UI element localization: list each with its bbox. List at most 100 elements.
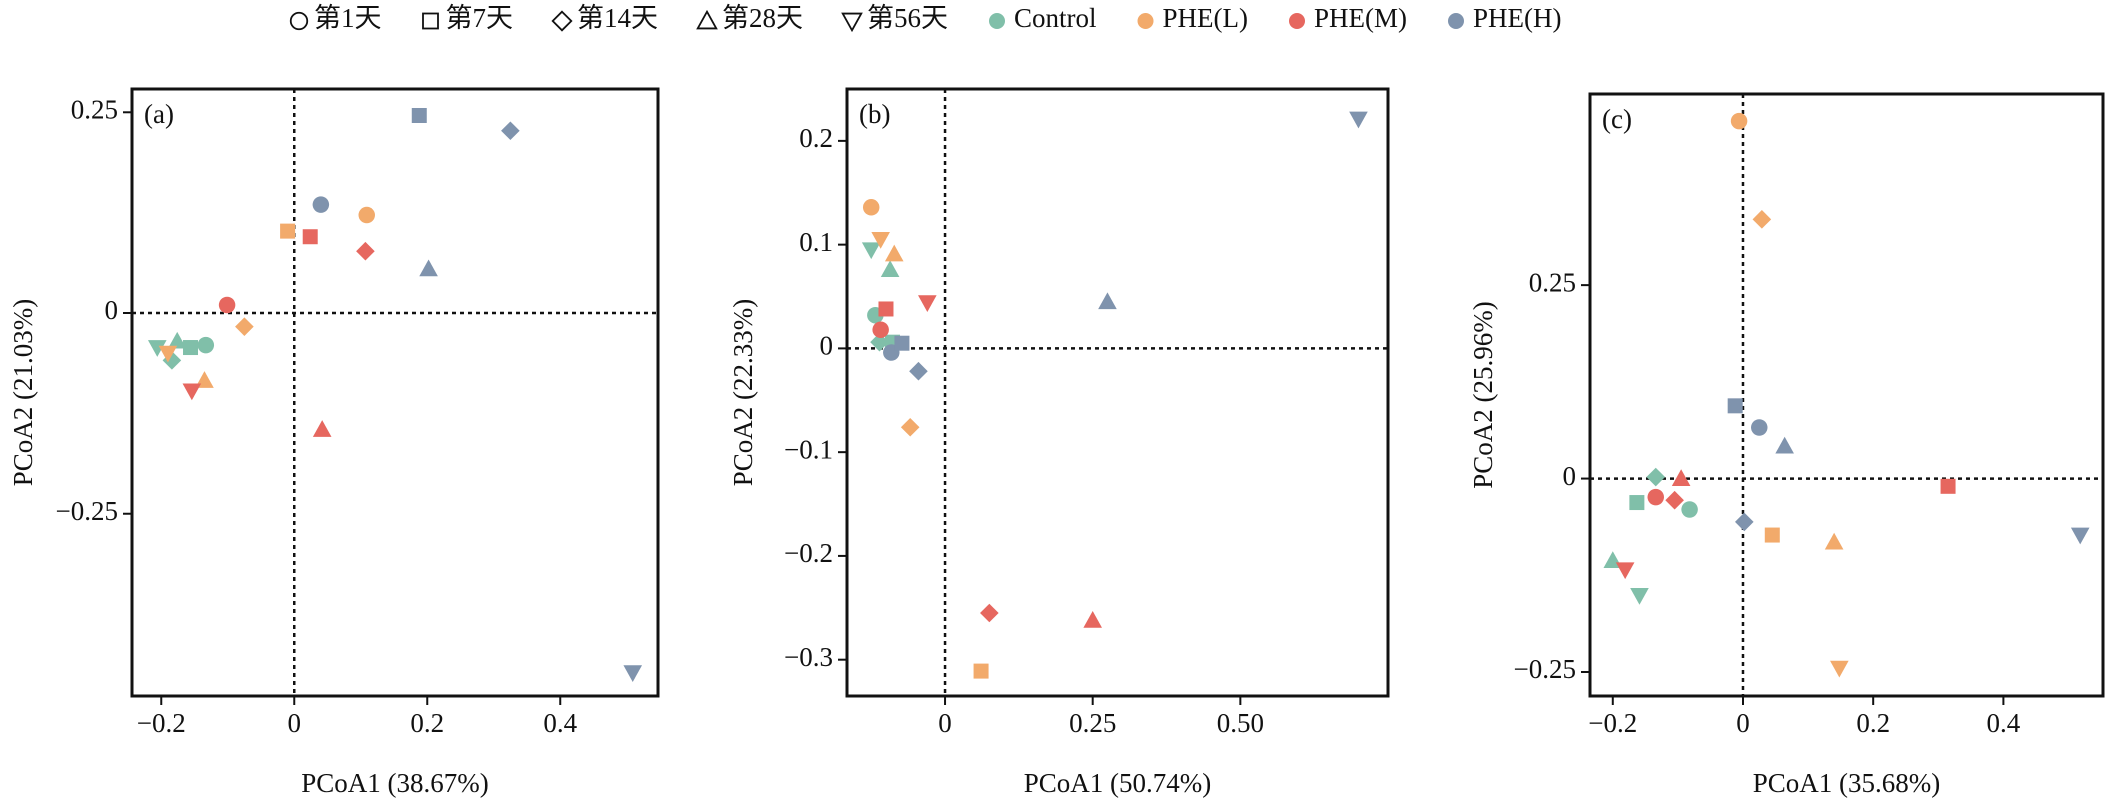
point	[1615, 562, 1635, 580]
legend-label: 第7天	[446, 3, 514, 33]
point	[1727, 398, 1743, 414]
point	[1730, 112, 1748, 130]
legend-swatch	[1289, 13, 1305, 29]
point	[862, 199, 880, 216]
x-tick-label: 0.2	[1856, 708, 1890, 738]
y-axis-label: PCoA2 (22.33%)	[728, 299, 758, 487]
point	[162, 351, 182, 370]
point	[1824, 532, 1844, 550]
point	[1671, 469, 1691, 487]
point	[197, 336, 215, 354]
point	[1665, 490, 1684, 510]
y-tick-label: 0	[1563, 461, 1577, 491]
legend-label: PHE(L)	[1163, 3, 1248, 33]
legend-marker	[696, 9, 718, 30]
y-tick-label: −0.25	[1514, 654, 1576, 684]
point	[312, 196, 330, 213]
point	[894, 335, 910, 351]
legend-label: Control	[1014, 3, 1097, 33]
panel-label: (c)	[1602, 104, 1632, 134]
x-axis-label: PCoA1 (35.68%)	[1753, 768, 1941, 798]
y-tick-label: −0.3	[784, 642, 833, 672]
point	[909, 361, 928, 381]
point	[871, 232, 890, 249]
point	[1775, 436, 1794, 454]
y-tick-label: 0	[105, 295, 119, 325]
y-tick-label: −0.1	[784, 434, 833, 464]
point	[312, 420, 332, 437]
plot-frame	[130, 87, 660, 698]
y-tick-label: −0.25	[56, 496, 118, 526]
y-axis-label: PCoA2 (21.03%)	[8, 299, 38, 487]
x-axis-label: PCoA1 (50.74%)	[1024, 768, 1212, 798]
point	[1830, 660, 1849, 678]
point	[1646, 467, 1666, 487]
point	[280, 223, 296, 239]
x-tick-label: 0	[288, 708, 302, 738]
y-tick-label: 0.25	[1529, 267, 1576, 297]
legend-swatch	[1448, 13, 1464, 29]
legend-label: 第56天	[867, 3, 948, 33]
panel: −0.2 0 0.2 0.4 0.25 0 −0.25	[1514, 94, 2103, 738]
plot-frame	[1588, 92, 2105, 698]
panel: 0 0.25 0.50 0.2 0.1 0 −0.1 −0.2 −0.3	[784, 89, 1388, 738]
x-tick-label: 0.2	[410, 708, 444, 738]
y-tick-label: 0.2	[799, 123, 833, 153]
panel: −0.2 0 0.2 0.4 0.25 0 −0.25	[56, 89, 658, 738]
point	[1764, 527, 1780, 543]
legend-swatch	[1137, 13, 1154, 29]
x-axis-label: PCoA1 (38.67%)	[301, 768, 489, 798]
legend-label: PHE(H)	[1473, 3, 1562, 33]
point	[167, 331, 187, 349]
legend-marker	[551, 10, 573, 32]
point	[356, 241, 375, 261]
y-tick-label: −0.2	[784, 538, 833, 568]
legend-label: 第14天	[577, 3, 658, 33]
point	[1629, 495, 1645, 511]
point	[884, 244, 904, 262]
point	[918, 295, 937, 313]
legend-marker	[841, 12, 863, 33]
y-tick-label: 0.1	[799, 227, 833, 257]
point	[623, 665, 643, 683]
point	[2070, 527, 2090, 545]
point	[1647, 488, 1665, 506]
x-tick-label: −0.2	[137, 708, 186, 738]
y-tick-label: 0	[820, 331, 834, 361]
point	[411, 107, 427, 123]
point	[182, 383, 202, 401]
point	[973, 663, 989, 679]
point	[501, 121, 520, 141]
plot-frame	[845, 87, 1390, 698]
point	[1098, 292, 1117, 310]
legend-swatch	[989, 13, 1005, 29]
point	[1940, 478, 1956, 494]
panel-label: (a)	[144, 99, 174, 129]
x-tick-label: 0.4	[543, 708, 577, 738]
x-tick-label: 0.25	[1069, 708, 1116, 738]
point	[1681, 501, 1698, 518]
point	[158, 345, 178, 363]
point	[147, 340, 167, 357]
point	[900, 417, 920, 437]
point	[870, 332, 889, 352]
point	[880, 260, 900, 277]
point	[872, 321, 889, 338]
point	[235, 317, 254, 336]
y-tick-label: 0.25	[71, 94, 118, 124]
point	[358, 206, 375, 224]
point	[1630, 587, 1649, 605]
panel-label: (b)	[859, 99, 890, 129]
point	[218, 296, 236, 314]
point	[302, 229, 318, 245]
legend-marker	[289, 11, 309, 31]
point	[861, 242, 881, 260]
point	[419, 259, 438, 277]
x-tick-label: −0.2	[1588, 708, 1637, 738]
x-tick-label: 0	[1736, 708, 1750, 738]
point	[1734, 512, 1754, 532]
legend-marker	[422, 12, 439, 30]
point	[878, 301, 894, 317]
x-tick-label: 0.4	[1987, 708, 2021, 738]
